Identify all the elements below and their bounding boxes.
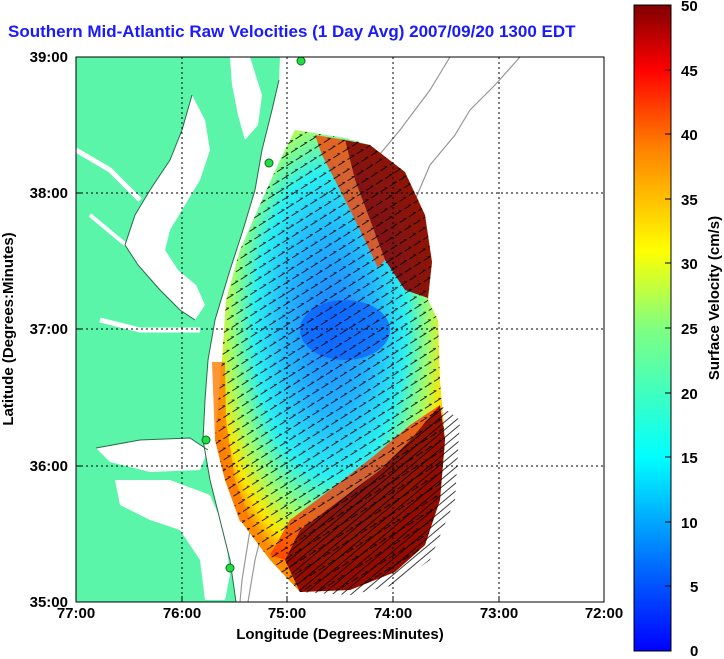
grid-lines bbox=[76, 57, 604, 602]
x-tick-label: 76:00 bbox=[163, 605, 201, 622]
colorbar-tick-label: 20 bbox=[681, 386, 698, 403]
colorbar-tick-label: 35 bbox=[681, 192, 698, 209]
station-hatteras bbox=[225, 563, 235, 573]
rappahannock-river bbox=[88, 213, 142, 257]
james-river bbox=[99, 317, 200, 333]
colorbar-tick-label: 5 bbox=[690, 579, 698, 596]
station-cape-may bbox=[296, 57, 306, 66]
colorbar-tick-label: 45 bbox=[681, 63, 698, 80]
colorbar-tick-label: 40 bbox=[681, 127, 698, 144]
x-tick-label: 72:00 bbox=[585, 605, 623, 622]
axis-ticks bbox=[75, 56, 605, 603]
potomac-river bbox=[76, 147, 142, 202]
coastline-detail bbox=[95, 79, 280, 602]
colorbar-title: Surface Velocity (cm/s) bbox=[706, 216, 723, 380]
y-tick-label: 37:00 bbox=[30, 321, 68, 338]
y-tick-labels: 39:00 38:00 37:00 36:00 35:00 bbox=[30, 49, 68, 611]
chesapeake-bay bbox=[125, 95, 210, 320]
y-tick-label: 35:00 bbox=[30, 594, 68, 611]
station-duck bbox=[201, 435, 211, 445]
map-title: Southern Mid-Atlantic Raw Velocities (1 … bbox=[8, 22, 576, 41]
colorbar-tick-label: 50 bbox=[681, 0, 698, 15]
colorbar-tick-label: 0 bbox=[690, 643, 698, 659]
y-tick-label: 36:00 bbox=[30, 458, 68, 475]
y-tick-label: 38:00 bbox=[30, 185, 68, 202]
colorbar-tick-label: 10 bbox=[681, 515, 698, 532]
colorbar-ticks bbox=[665, 4, 671, 652]
x-tick-labels: 77:00 76:00 75:00 74:00 73:00 72:00 bbox=[57, 605, 623, 622]
radar-stations bbox=[201, 57, 306, 573]
colorbar-gradient bbox=[633, 4, 672, 652]
x-axis-title: Longitude (Degrees:Minutes) bbox=[236, 626, 444, 643]
colorbar-tick-label: 25 bbox=[681, 321, 698, 338]
vector-arrows-dense bbox=[285, 405, 460, 595]
colorbar: 50 45 40 35 30 25 20 15 10 5 0 Surface V… bbox=[633, 0, 723, 659]
x-tick-label: 77:00 bbox=[57, 605, 95, 622]
y-tick-label: 39:00 bbox=[30, 49, 68, 66]
colorbar-tick-label: 30 bbox=[681, 256, 698, 273]
station-wallops bbox=[264, 158, 274, 168]
y-axis-title: Latitude (Degrees:Minutes) bbox=[0, 232, 17, 425]
colorbar-tick-labels: 50 45 40 35 30 25 20 15 10 5 0 bbox=[681, 0, 698, 659]
colorbar-tick-label: 15 bbox=[681, 450, 698, 467]
albemarle-sound bbox=[96, 438, 208, 472]
velocity-field bbox=[212, 130, 460, 595]
x-tick-label: 74:00 bbox=[374, 605, 412, 622]
x-tick-label: 75:00 bbox=[268, 605, 306, 622]
pamlico-sound bbox=[115, 480, 230, 600]
x-tick-label: 73:00 bbox=[480, 605, 518, 622]
delaware-bay bbox=[230, 57, 262, 140]
